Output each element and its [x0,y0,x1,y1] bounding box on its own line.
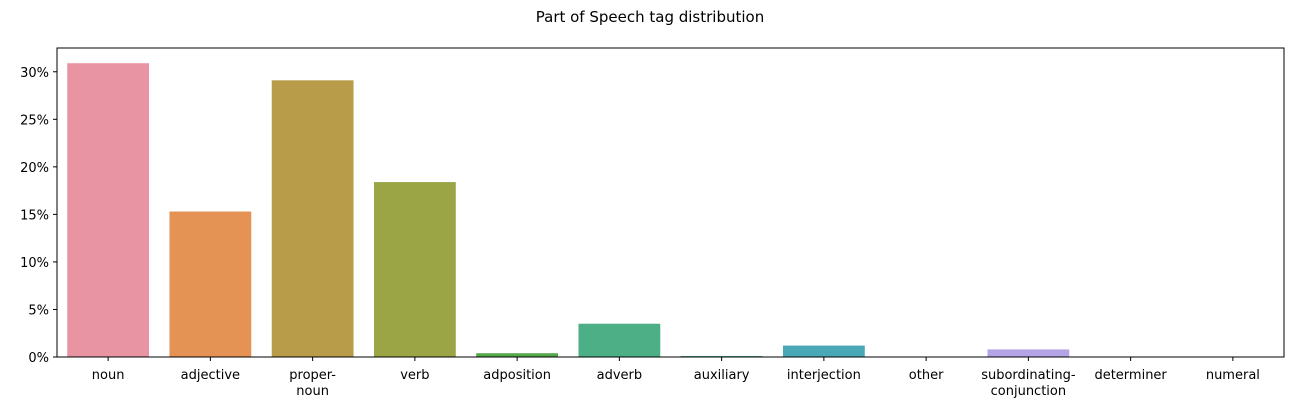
y-tick-label: 25% [20,113,49,128]
bar-verb [373,182,456,357]
bar-interjection [782,345,865,357]
x-tick-label: determiner [1094,368,1167,383]
x-tick-label: subordinating-conjunction [981,368,1076,399]
bar-subordinating-conjunction [987,349,1070,357]
x-tick-label: auxiliary [694,368,750,383]
y-tick-label: 30% [20,66,49,81]
bar-proper-noun [271,80,354,357]
x-tick-label: other [909,368,944,383]
y-tick-label: 15% [20,208,49,223]
bars-layer [67,63,1070,357]
y-tick-label: 0% [28,351,49,366]
x-tick-label: noun [92,368,125,383]
y-tick-label: 20% [20,161,49,176]
x-tick-label: adposition [483,368,551,383]
x-tick-label: interjection [787,368,861,383]
x-tick-label: adjective [181,368,240,383]
x-tick-label: adverb [597,368,643,383]
x-tick-label: verb [400,368,429,383]
y-tick-label: 5% [28,303,49,318]
x-axis: noun adjective proper-noun verb adposition ad… [92,357,1260,399]
plot-frame [56,47,1285,358]
bar-adposition [476,353,559,357]
bar-adjective [169,211,252,357]
chart-title: Part of Speech tag distribution [536,8,764,26]
x-tick-label: proper-noun [289,368,336,399]
y-axis: 0% 5% 10% 15% 20% 25% 30% [20,66,57,366]
bar-noun [67,63,150,357]
bar-adverb [578,323,661,357]
x-tick-label: numeral [1206,368,1260,383]
y-tick-label: 10% [20,256,49,271]
